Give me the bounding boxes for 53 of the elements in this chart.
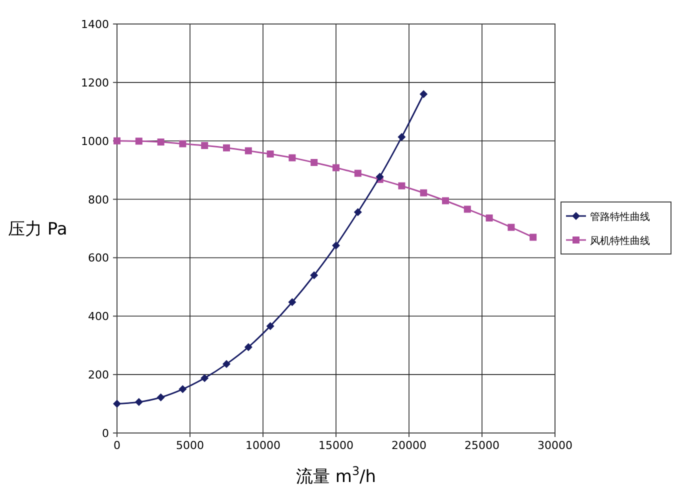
point (222, 360, 230, 368)
point (530, 234, 537, 241)
point (354, 170, 362, 177)
y-tick-label: 200 (88, 368, 109, 382)
x-tick-label: 25000 (464, 439, 500, 452)
y-tick-label: 600 (88, 252, 109, 265)
point (266, 150, 274, 158)
point (332, 164, 340, 172)
point (244, 147, 252, 154)
point (398, 182, 406, 190)
point (508, 224, 515, 231)
x-tick-label: 30000 (538, 439, 572, 452)
y-tick-label: 1200 (81, 76, 109, 90)
point (134, 398, 143, 406)
point (288, 298, 296, 306)
x-tick-label: 0 (114, 439, 120, 452)
point (464, 206, 471, 213)
point (178, 385, 187, 394)
point (201, 142, 208, 150)
point (266, 322, 274, 330)
point (310, 271, 318, 280)
x-tick-label: 15000 (318, 439, 354, 452)
y-tick-label: 0 (102, 427, 109, 440)
point (288, 154, 296, 162)
x-tick-label: 20000 (392, 439, 426, 452)
point (114, 137, 120, 144)
x-tick-label: 10000 (246, 439, 280, 452)
point (398, 133, 406, 142)
point (113, 400, 121, 408)
y-tick-label: 1000 (81, 134, 109, 148)
point (223, 144, 230, 152)
legend-label: 管路特性曲线 (590, 211, 650, 223)
point (179, 140, 186, 148)
point (420, 90, 428, 98)
y-tick-label: 400 (88, 310, 109, 324)
x-tick-label: 5000 (176, 439, 204, 452)
point (376, 172, 384, 181)
point (354, 208, 362, 216)
point (442, 197, 449, 204)
point (200, 374, 209, 382)
legend-label: 风机特性曲线 (590, 235, 650, 247)
point (332, 241, 340, 250)
y-axis-title: 压力 Pa (8, 220, 68, 240)
point (420, 189, 428, 196)
point (244, 343, 252, 352)
point (135, 138, 142, 145)
point (486, 214, 493, 222)
y-tick-label: 1400 (81, 18, 109, 31)
point (310, 158, 318, 166)
x-axis-title: 流量 m$^{3}$/h (296, 464, 376, 487)
point (157, 138, 164, 146)
y-tick-label: 800 (88, 193, 109, 206)
point (156, 393, 165, 402)
